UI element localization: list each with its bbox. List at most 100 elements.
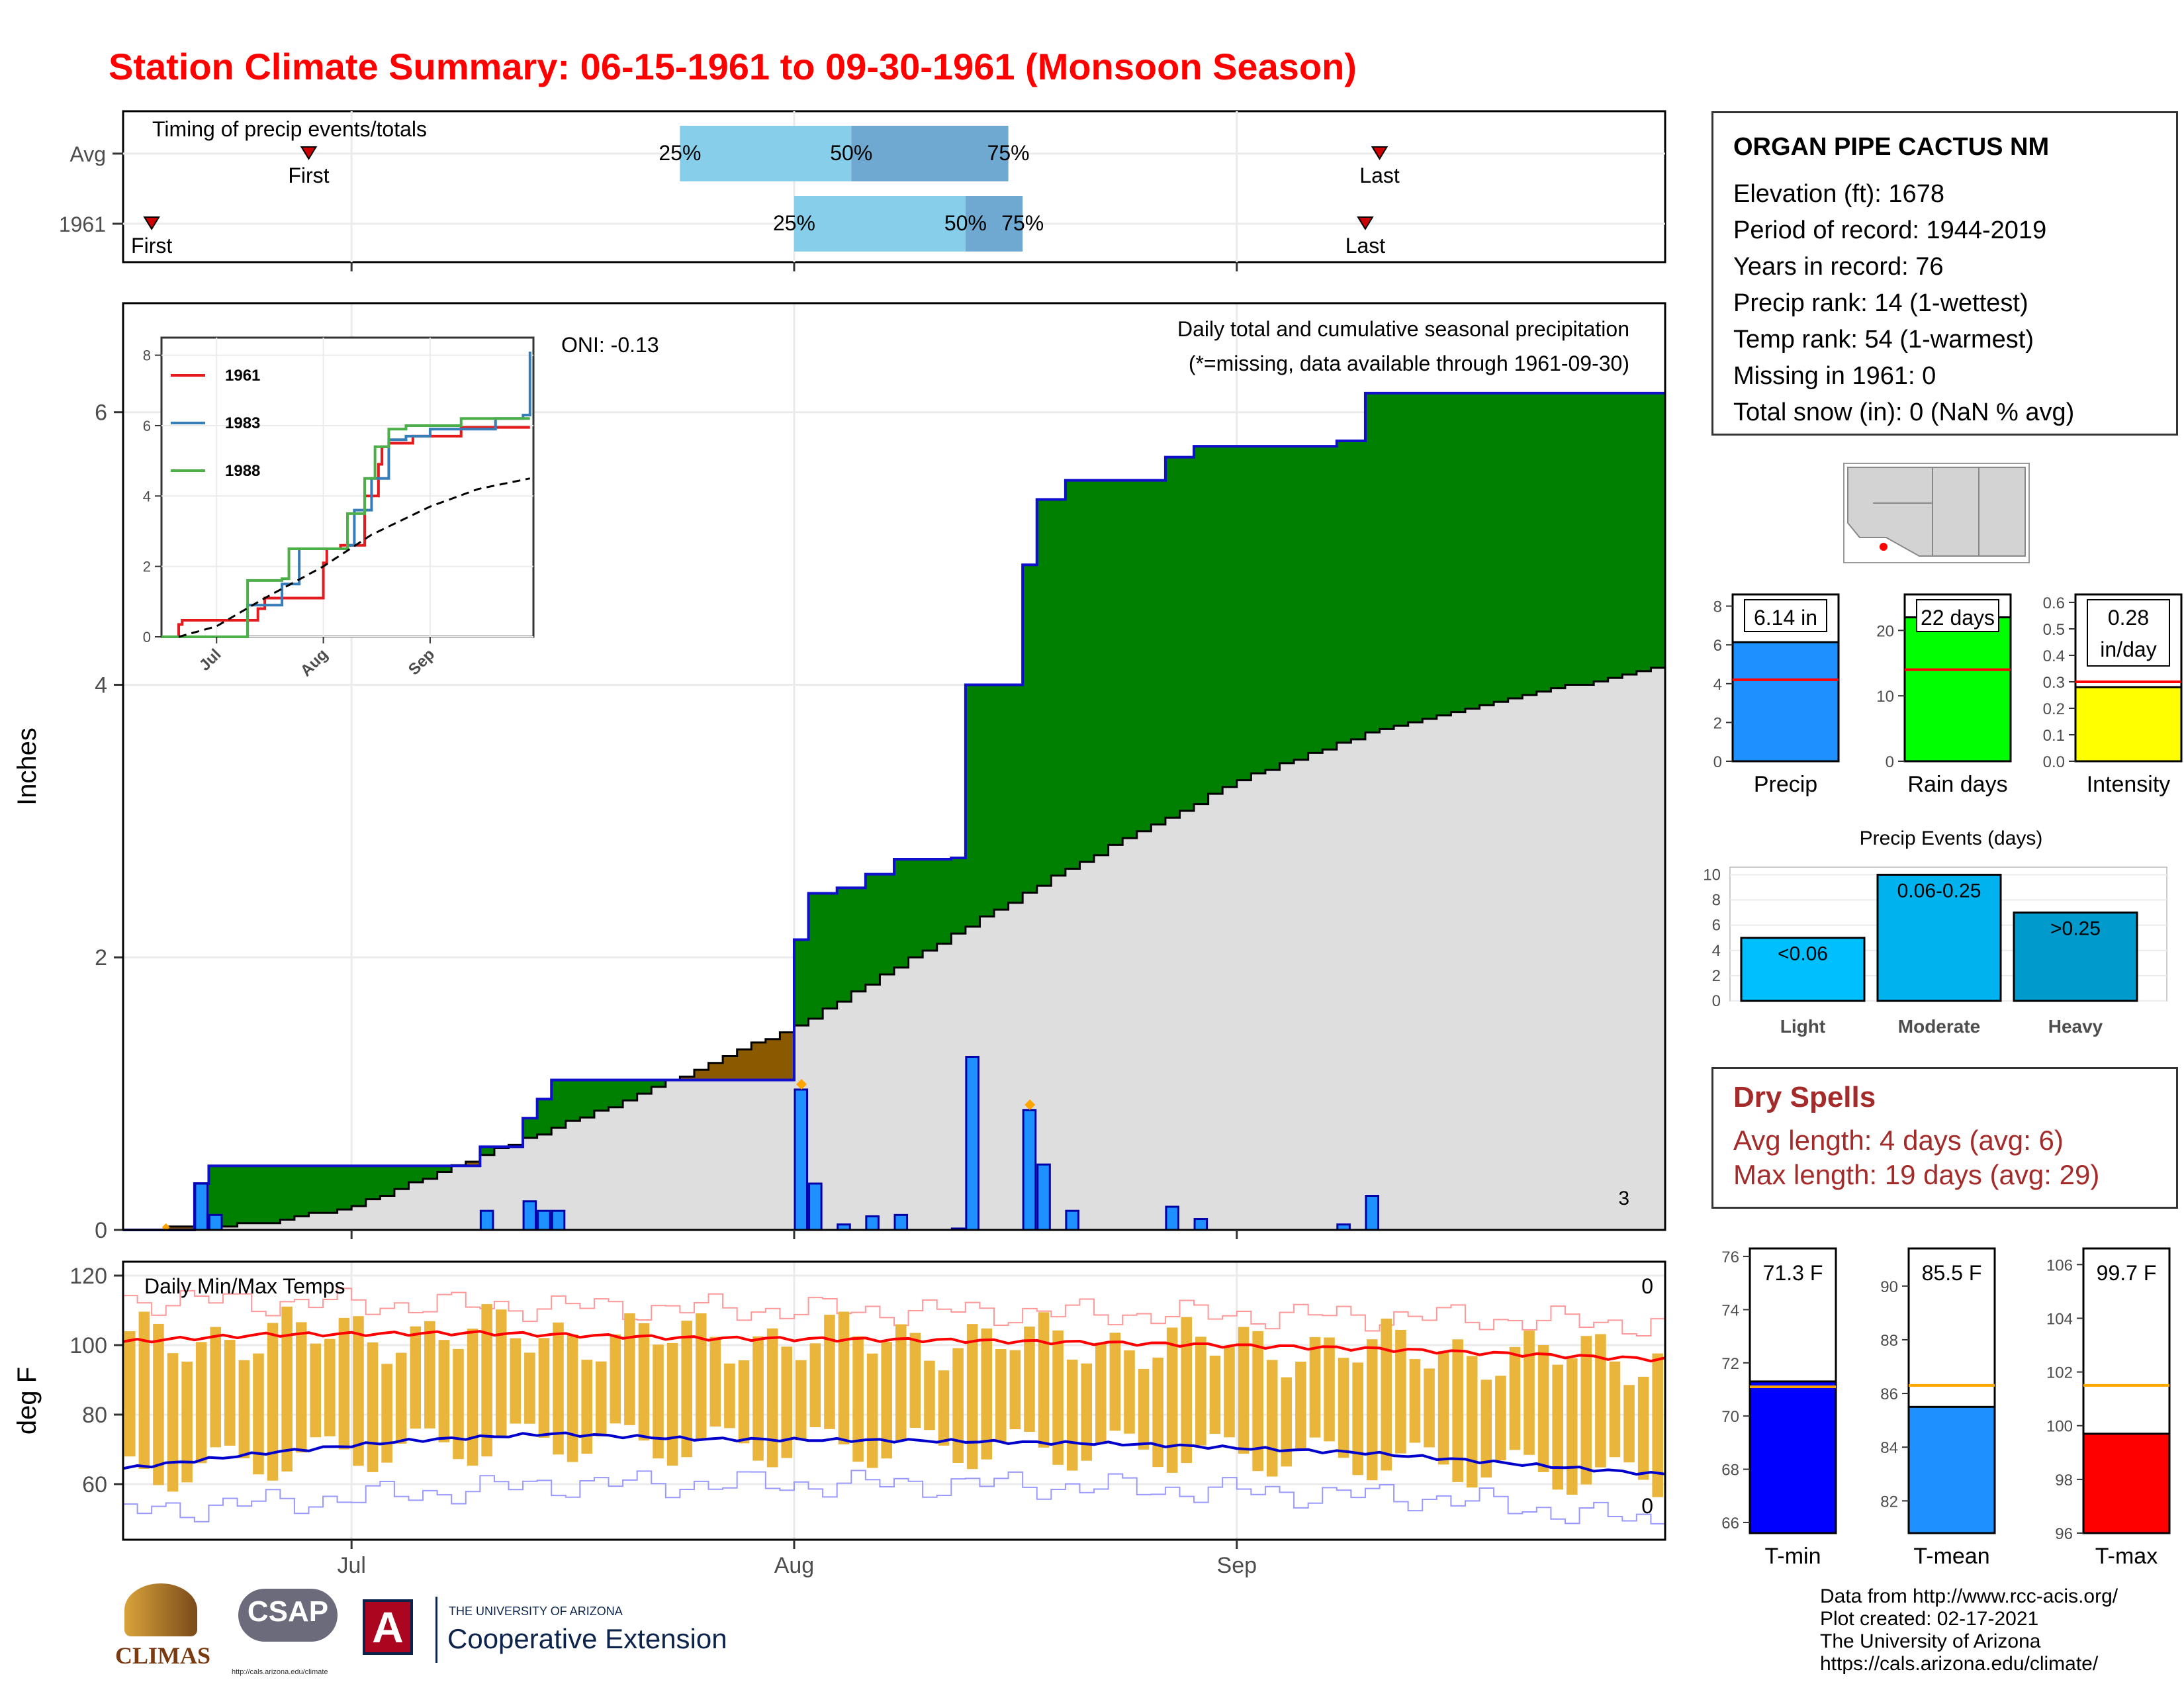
station-info-panel: ORGAN PIPE CACTUS NM Elevation (ft): 167… [1711,111,2178,436]
temp-bar-y-tick-label: 66 [1721,1515,1739,1532]
precip-events-y-tick-label: 10 [1703,866,1721,884]
timing-first-label: First [288,164,329,187]
precip-events-category: Heavy [2048,1016,2103,1037]
x-tick-label: Jul [337,1553,365,1578]
above-average-fill [480,1147,495,1155]
inset-series-1961 [161,426,530,638]
above-average-fill [808,893,823,1019]
daily-temp-range-bar [124,1331,136,1457]
daily-temp-range-bar [467,1329,478,1466]
locator-map [1843,463,2030,563]
precip-events-range-label: 0.06-0.25 [1897,880,1981,902]
station-temp-rank: Temp rank: 54 (1-warmest) [1733,326,2034,353]
daily-temp-range-bar [809,1343,821,1428]
temp-bar-t-max: 99.7 F 96 98 100 102 104 106 T-max [2046,1247,2171,1569]
timing-last-label: Last [1359,164,1400,187]
above-average-fill [1023,565,1038,893]
station-missing: Missing in 1961: 0 [1733,362,1936,390]
above-average-fill [1179,457,1195,811]
precip-y-tick-label: 4 [95,673,107,698]
daily-temp-range-bar [724,1363,735,1429]
daily-precip-bar [1365,1195,1380,1231]
daily-temp-range-bar [353,1316,364,1466]
above-average-fill [565,1080,580,1121]
timing-p50-label: 50% [830,141,872,165]
daily-temp-range-bar [924,1360,935,1430]
daily-temp-range-bar [224,1340,236,1446]
dry-spells-max: Max length: 19 days (avg: 29) [1733,1159,2100,1190]
above-average-fill [237,1166,252,1223]
mini-bar-y-tick-label: 0.3 [2043,674,2065,692]
daily-precip-bar [537,1209,551,1231]
daily-temp-range-bar [952,1348,964,1464]
below-average-fill [723,1056,738,1080]
mini-bar-rain-days: 22 days 0 10 20 Rain days [1876,593,2012,797]
daily-temp-range-bar [752,1336,764,1461]
above-average-fill [865,874,881,985]
temp-bar-y-tick-label: 90 [1880,1278,1898,1296]
temp-bar-y-tick-label: 88 [1880,1332,1898,1350]
timing-p50-label: 50% [944,211,987,235]
daily-temp-range-bar [866,1353,878,1468]
mini-bar-value-box [2087,599,2170,667]
inset-legend-label: 1988 [225,462,260,480]
above-average-fill [1536,393,1552,692]
mini-bar-y-tick-label: 0.6 [2043,594,2065,612]
above-average-fill [208,1166,224,1227]
inset-series-1988 [161,417,530,638]
tmin-average-line [122,1431,1666,1476]
above-average-fill [1036,499,1052,886]
temp-bar-y-tick-label: 98 [2055,1472,2073,1489]
observed-cumulative-line [123,391,1665,1231]
daily-temp-range-bar [553,1322,564,1455]
precip-events-bar [2013,912,2138,1002]
below-average-fill [465,1162,480,1166]
daily-temp-range-bar [995,1348,1007,1442]
above-average-fill [1251,446,1266,774]
oni-label: ONI: -0.13 [561,333,659,357]
temp-bar-label: T-mean [1913,1544,1989,1569]
daily-temp-range-bar [1524,1331,1535,1455]
above-average-fill [1265,446,1281,771]
daily-temp-range-bar [610,1334,621,1424]
above-average-fill [1422,393,1437,719]
above-average-fill [523,1118,538,1139]
above-average-fill [1336,440,1351,743]
mini-bar-intensity: 0.28 in/day 0.0 0.1 0.2 0.3 0.4 0.5 0.6 Intensity [2043,593,2183,797]
daily-temp-range-bar [1552,1364,1563,1490]
daily-precip-bar [1022,1109,1037,1231]
above-average-fill [594,1080,610,1111]
daily-temp-range-bar [1452,1339,1463,1482]
daily-temp-range-bar [1580,1336,1592,1485]
daily-temp-range-bar [981,1328,993,1460]
below-average-fill [694,1070,709,1080]
above-average-fill [580,1080,595,1118]
daily-temp-range-bar [595,1361,607,1436]
station-snow: Total snow (in): 0 (NaN % avg) [1733,399,2075,426]
precip-y-tick-label: 2 [95,945,107,970]
station-precip-rank: Precip rank: 14 (1-wettest) [1733,289,2028,317]
temp-bar-y-tick-label: 72 [1721,1355,1739,1373]
inset-legend-label: 1983 [225,414,260,432]
timing-row-label: 1961 [59,212,106,236]
above-average-fill [1151,480,1166,825]
above-average-fill [794,939,809,1026]
inset-y-tick-label: 8 [143,348,151,364]
avg-cumulative-line [123,667,1665,1231]
climas-logo: CLIMAS [110,1583,216,1676]
inset-y-tick-label: 6 [143,418,151,434]
daily-temp-range-bar [424,1321,435,1429]
daily-temp-range-bar [1466,1356,1478,1488]
above-average-fill [1194,446,1209,804]
credit-university: The University of Arizona [1820,1630,2041,1652]
daily-temp-range-bar [538,1338,550,1438]
timing-last-marker [1357,216,1374,230]
daily-temp-range-bar [738,1360,750,1444]
daily-temp-range-bar [709,1336,721,1427]
daily-temp-range-bar [153,1323,164,1485]
daily-precip-bar [1193,1218,1208,1231]
daily-temp-range-bar [638,1323,650,1441]
ua-logo: A THE UNIVERSITY OF ARIZONA Cooperative … [363,1597,733,1669]
daily-temp-range-bar [1395,1329,1406,1454]
inset-frame [160,336,535,638]
